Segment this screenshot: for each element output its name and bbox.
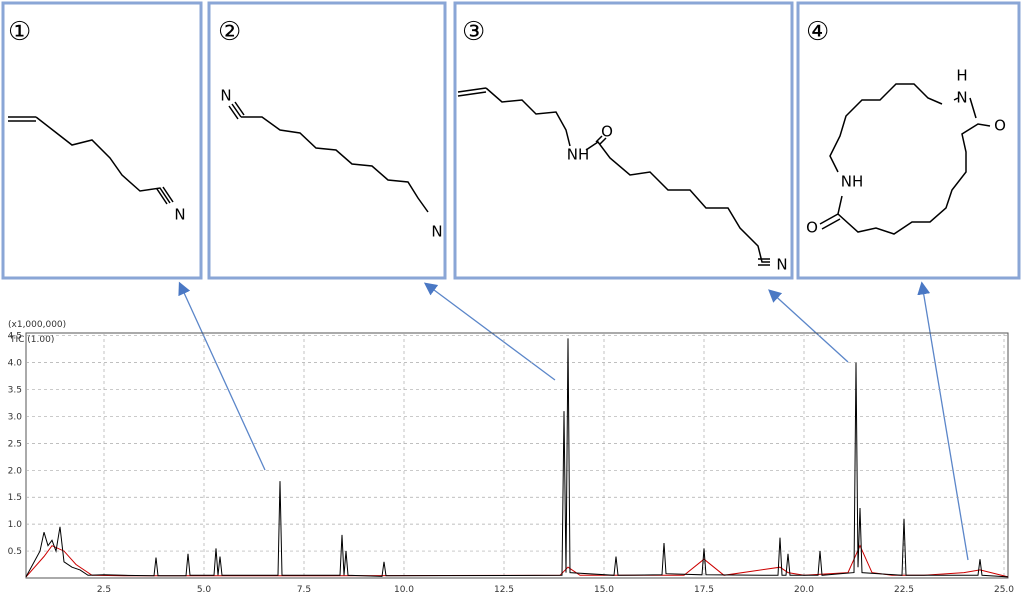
y-tick-label: 0.5 [8, 547, 22, 557]
panel-box [1, 1, 203, 280]
y-tick-label: 3.5 [8, 386, 22, 396]
x-tick-label: 22.5 [894, 585, 914, 595]
y-tick-label: 1.0 [8, 520, 23, 530]
panel-number: ② [218, 17, 241, 47]
x-tick-label: 12.5 [494, 585, 514, 595]
x-tick-label: 25.0 [994, 585, 1014, 595]
atom-label: H [956, 67, 967, 85]
atom-label: NH [841, 173, 864, 191]
panel-box [207, 1, 447, 280]
y-tick-label: 1.5 [8, 493, 22, 503]
arrow [768, 289, 849, 363]
y-tick-label: 3.0 [8, 412, 23, 422]
x-tick-label: 17.5 [694, 585, 714, 595]
panel-number: ③ [462, 17, 485, 47]
y-tick-label: 2.5 [8, 439, 22, 449]
structure [819, 83, 991, 235]
trace [25, 338, 1009, 578]
atom-label: N [431, 223, 442, 241]
trace [25, 544, 1009, 578]
atom-label: N [174, 206, 185, 224]
series-label: TIC (1.00) [9, 335, 54, 345]
x-tick-label: 5.0 [197, 585, 212, 595]
panel-number: ① [8, 17, 31, 47]
arrow [178, 281, 266, 471]
scale-label: (x1,000,000) [8, 320, 66, 330]
atom-label: O [994, 117, 1006, 135]
y-tick-label: 4.0 [8, 359, 23, 369]
arrow [423, 282, 556, 381]
y-tick-label: 2.0 [8, 466, 23, 476]
panel-box [796, 1, 1021, 280]
structure [8, 116, 174, 205]
x-tick-label: 10.0 [394, 585, 414, 595]
structure [457, 87, 770, 266]
atom-label: NH [567, 146, 590, 164]
structure [229, 102, 428, 214]
arrow [917, 281, 969, 561]
plot-area [25, 332, 1009, 579]
y-tick-label: 4.5 [8, 332, 22, 342]
atom-label: O [601, 123, 613, 141]
atom-label: N [956, 89, 967, 107]
atom-label: N [220, 87, 231, 105]
x-tick-label: 15.0 [594, 585, 614, 595]
panel-number: ④ [806, 17, 829, 47]
x-tick-label: 2.5 [97, 585, 111, 595]
panel-box [453, 1, 794, 280]
x-tick-label: 20.0 [794, 585, 814, 595]
x-tick-label: 7.5 [297, 585, 311, 595]
atom-label: O [806, 219, 818, 237]
atom-label: N [776, 256, 787, 274]
plot: 2.5 5.0 7.5 10.0 12.5 15.0 17.5 20.0 22.5 25.0 0.5… [8, 332, 1015, 595]
